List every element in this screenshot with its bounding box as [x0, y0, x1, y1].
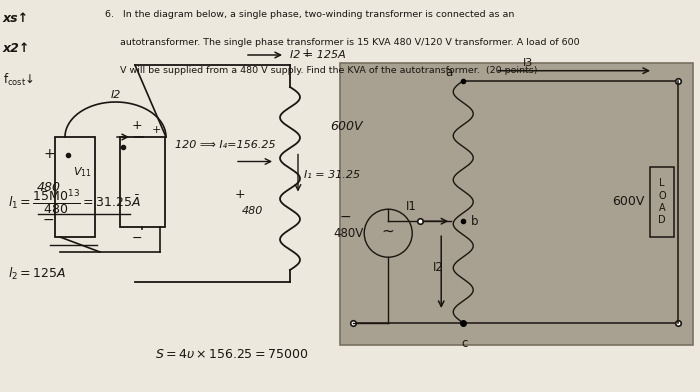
Text: x2↑: x2↑	[3, 42, 30, 55]
Text: +: +	[302, 47, 313, 60]
Text: ~: ~	[382, 224, 395, 239]
Text: −: −	[340, 209, 351, 223]
Text: b: b	[471, 215, 479, 228]
Text: 6.   In the diagram below, a single phase, two-winding transformer is connected : 6. In the diagram below, a single phase,…	[105, 10, 514, 19]
Text: 120 ⟹ I₄=156.25: 120 ⟹ I₄=156.25	[175, 140, 276, 151]
Text: I₁ = 31.25: I₁ = 31.25	[304, 169, 360, 180]
Text: 600V: 600V	[612, 195, 645, 208]
Text: −: −	[132, 232, 143, 245]
Text: 480: 480	[242, 207, 263, 216]
Text: $l_1 = \dfrac{15\mathsf{M0}^{13}}{480} = 31.25\bar{A}$: $l_1 = \dfrac{15\mathsf{M0}^{13}}{480} =…	[8, 187, 141, 217]
Text: +: +	[43, 147, 55, 161]
Text: +: +	[132, 119, 143, 132]
Text: $\mathsf{f_{cost}}$↓: $\mathsf{f_{cost}}$↓	[3, 72, 34, 88]
Text: a: a	[445, 66, 452, 79]
Text: +: +	[152, 125, 162, 135]
FancyBboxPatch shape	[340, 63, 693, 345]
Text: c: c	[461, 337, 468, 350]
Text: V will be supplied from a 480 V supply. Find the KVA of the autotransformer.  (2: V will be supplied from a 480 V supply. …	[105, 66, 538, 75]
Text: xs↑: xs↑	[3, 12, 29, 25]
Text: 480V: 480V	[333, 227, 363, 240]
Text: $S = 4\upsilon \times 156.25 = 75000$: $S = 4\upsilon \times 156.25 = 75000$	[155, 347, 308, 361]
Text: I2: I2	[111, 90, 121, 100]
Text: 600V: 600V	[330, 120, 363, 133]
Text: +: +	[235, 189, 246, 201]
Text: 480: 480	[37, 180, 61, 194]
Text: −: −	[43, 213, 55, 227]
Text: $V_{11}$: $V_{11}$	[73, 165, 92, 179]
Text: I3: I3	[523, 58, 533, 68]
Text: autotransformer. The single phase transformer is 15 KVA 480 V/120 V transformer.: autotransformer. The single phase transf…	[105, 38, 580, 47]
Text: I1: I1	[406, 200, 417, 213]
Text: L
O
A
D: L O A D	[658, 178, 666, 225]
Text: $l_2 = 125A$: $l_2 = 125A$	[8, 266, 66, 282]
Text: I2: I2	[433, 261, 444, 274]
Text: I2 = 125A: I2 = 125A	[290, 50, 346, 60]
